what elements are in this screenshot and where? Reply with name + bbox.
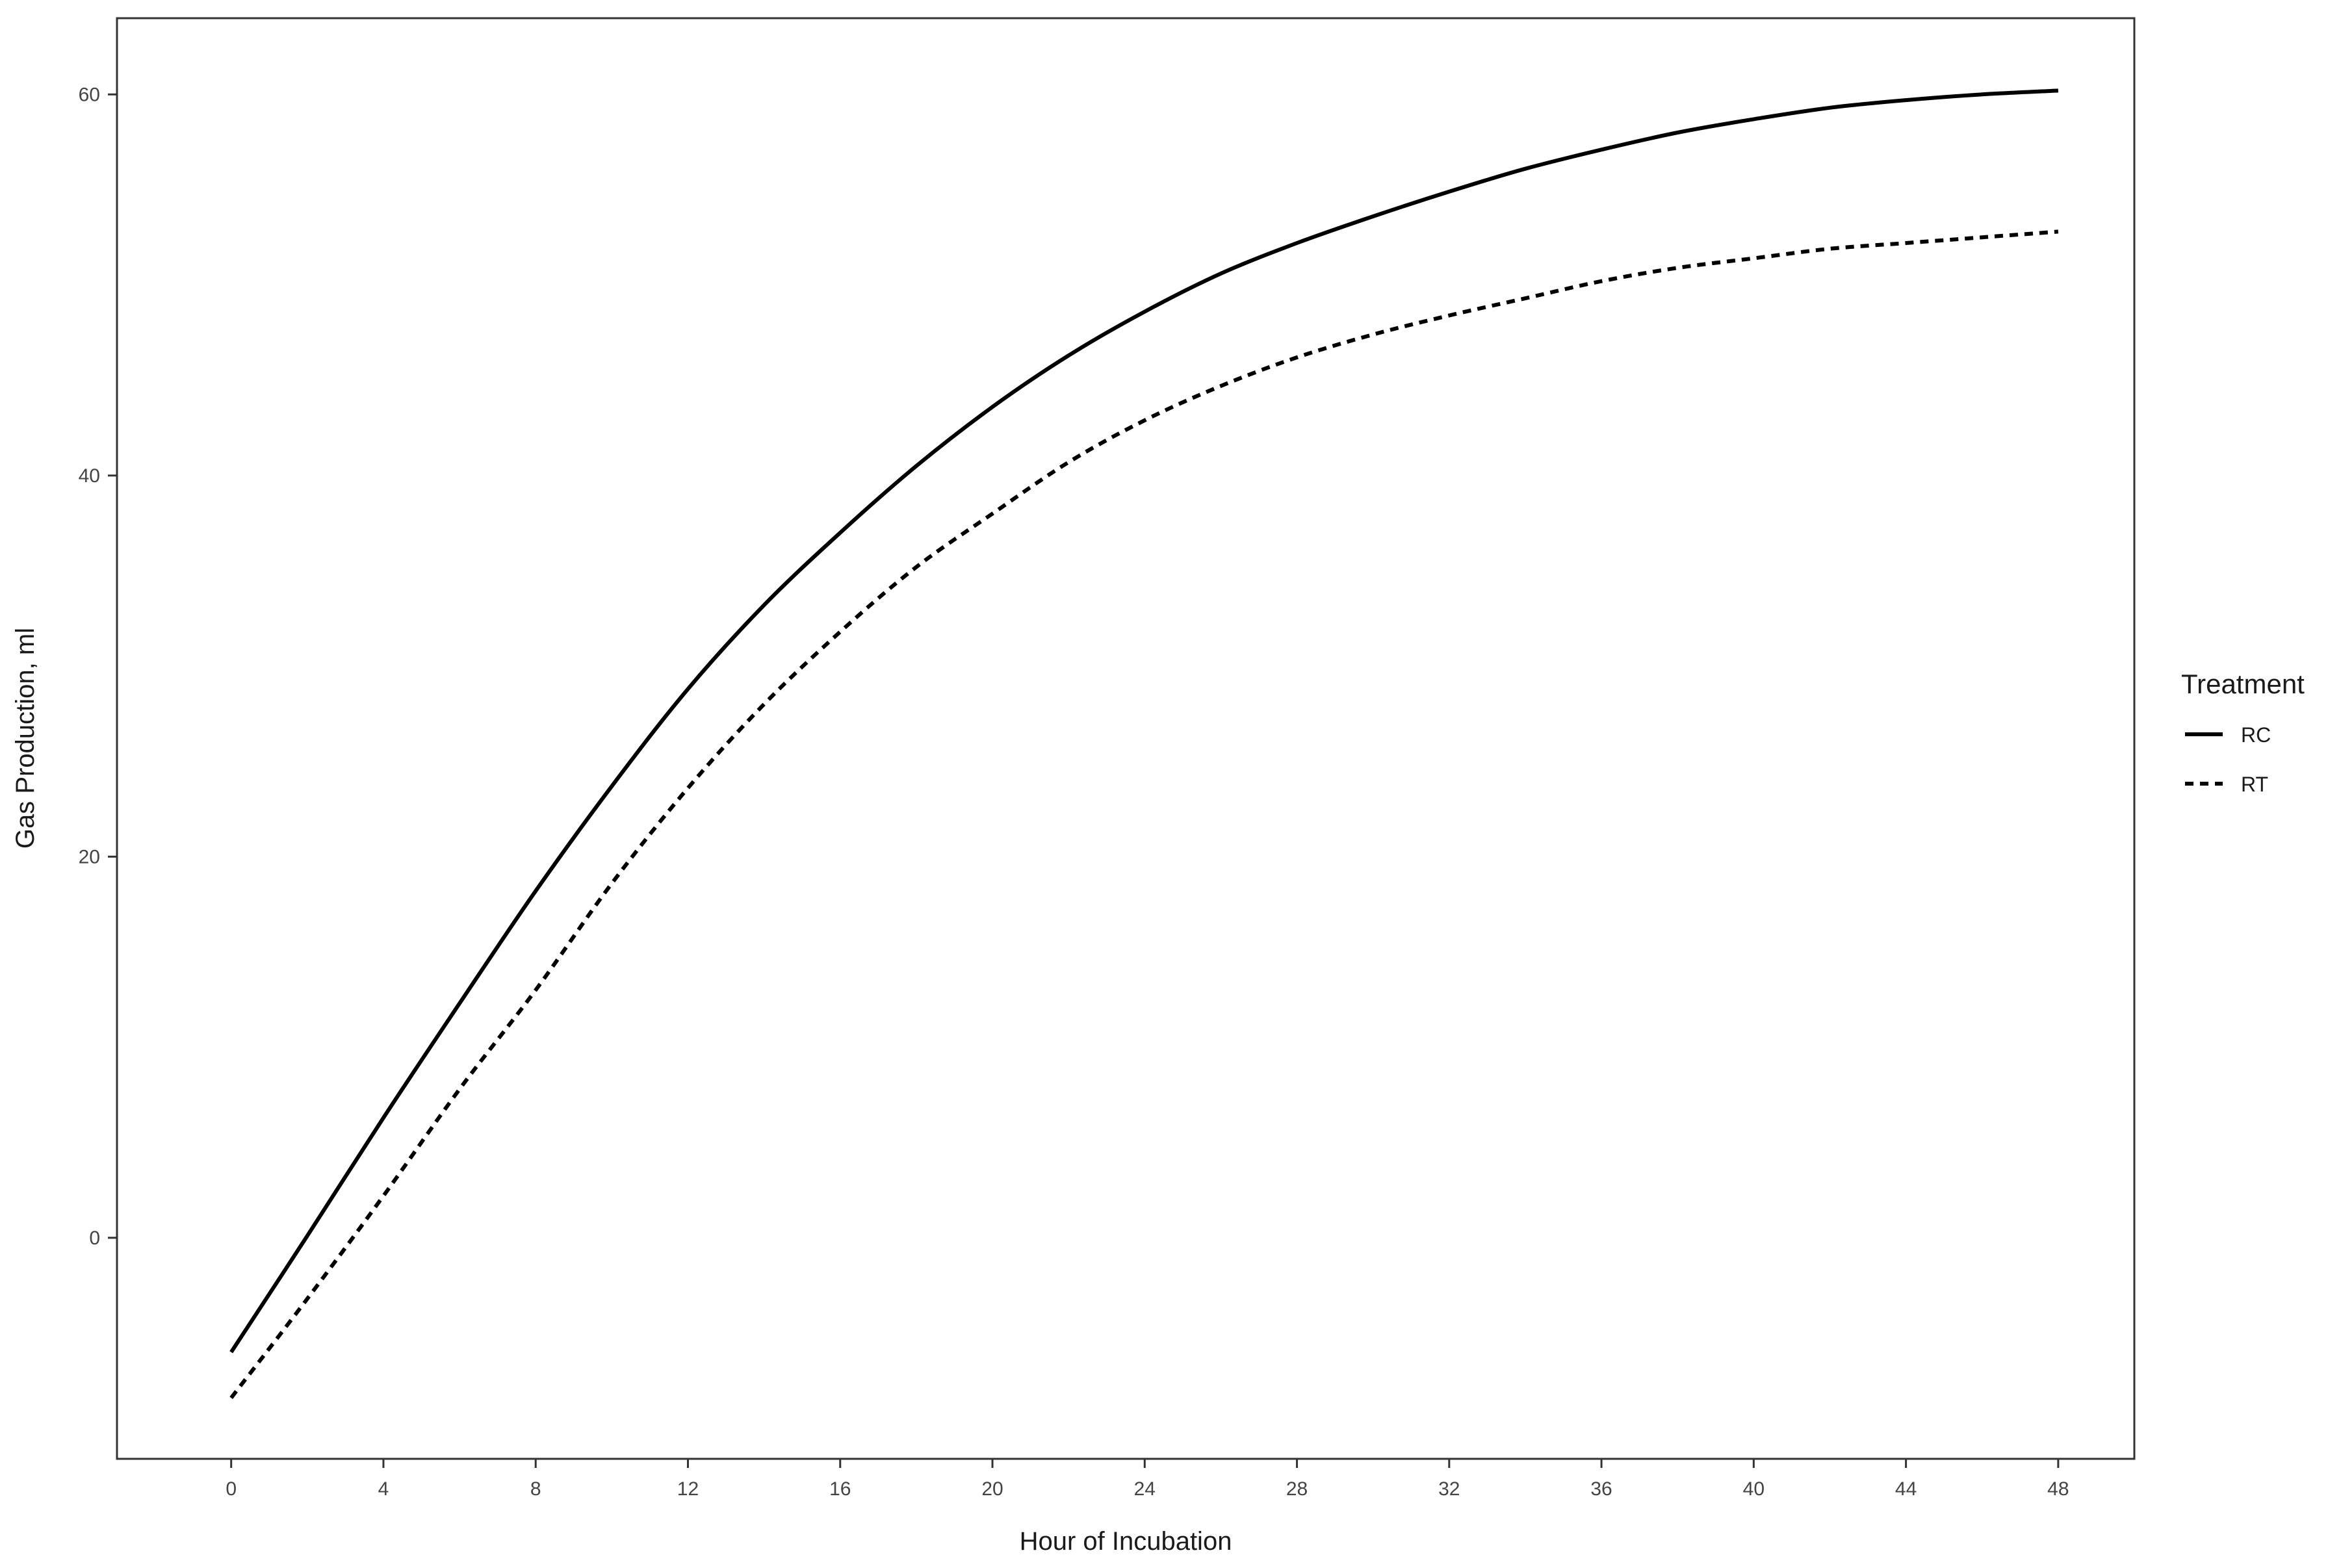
x-tick-label: 28 [1286,1478,1308,1500]
x-tick-label: 16 [829,1478,851,1500]
y-axis-ticks: 0 20 40 60 [79,84,117,1249]
x-tick-label: 4 [378,1478,389,1500]
x-tick-label: 40 [1743,1478,1765,1500]
x-tick-label: 44 [1895,1478,1917,1500]
x-axis-title: Hour of Incubation [1020,1527,1232,1556]
series-layer [229,88,2059,1400]
legend: Treatment RC RT [2181,669,2305,796]
y-axis-title: Gas Production, ml [11,628,40,849]
x-tick-label: 24 [1134,1478,1156,1500]
y-tick-label: 0 [89,1227,100,1249]
x-tick-label: 48 [2047,1478,2069,1500]
plot-panel [116,17,2136,1460]
legend-label-rt: RT [2241,773,2268,796]
y-tick-label: 20 [79,846,100,868]
x-tick-label: 36 [1590,1478,1612,1500]
x-tick-label: 32 [1438,1478,1460,1500]
series-line-rc [229,88,2059,1354]
legend-label-rc: RC [2241,723,2271,747]
y-tick-label: 40 [79,465,100,487]
x-tick-label: 20 [981,1478,1003,1500]
legend-title: Treatment [2181,669,2305,699]
y-tick-label: 60 [79,84,100,105]
x-tick-label: 12 [677,1478,699,1500]
x-tick-label: 8 [530,1478,541,1500]
x-axis-ticks: 0 4 8 12 16 20 24 28 32 36 40 44 48 [226,1459,2069,1500]
x-tick-label: 0 [226,1478,237,1500]
